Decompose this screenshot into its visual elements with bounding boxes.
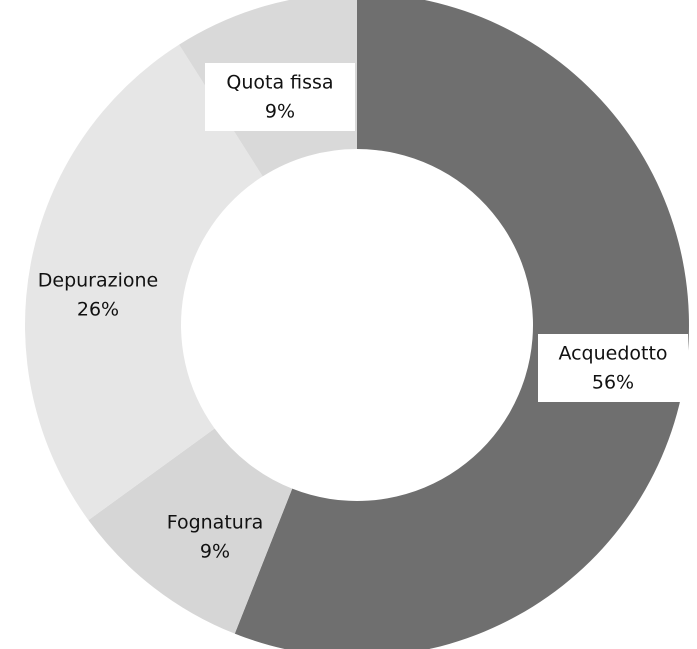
category-label: Fognatura — [167, 512, 264, 534]
value-label: 9% — [200, 541, 230, 563]
donut-segment — [88, 428, 293, 634]
label-box — [205, 63, 355, 131]
category-label: Quota fissa — [226, 72, 333, 94]
donut-segment — [24, 44, 263, 521]
category-label: Acquedotto — [558, 343, 667, 365]
value-label: 9% — [265, 101, 295, 123]
category-label: Depurazione — [38, 270, 159, 292]
donut-segment — [234, 0, 689, 649]
label-box — [538, 334, 688, 402]
value-label: 56% — [592, 372, 634, 394]
value-label: 26% — [77, 299, 119, 321]
